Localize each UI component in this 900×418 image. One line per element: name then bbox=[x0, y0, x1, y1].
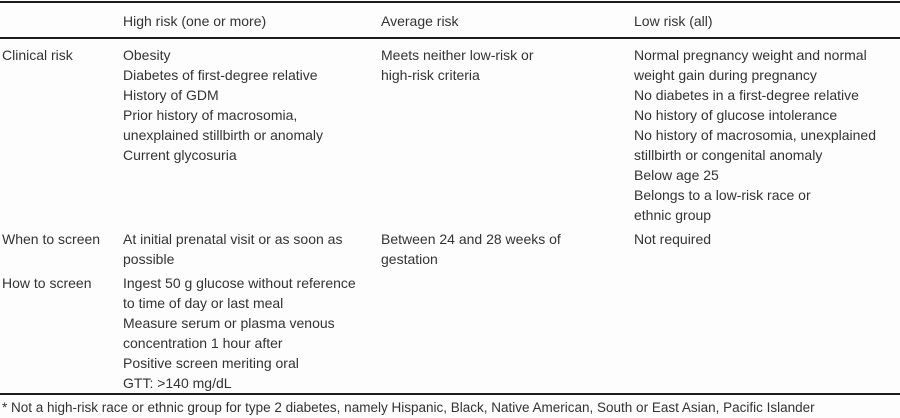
column-header-low-risk: Low risk (all) bbox=[634, 13, 713, 29]
table-body: Clinical risk Obesity Diabetes of first-… bbox=[0, 39, 900, 395]
row-label-clinical-risk: Clinical risk bbox=[2, 47, 73, 63]
row-label-when-to-screen: When to screen bbox=[2, 231, 101, 247]
table-row-how-to-screen: How to screen Ingest 50 g glucose withou… bbox=[0, 269, 900, 393]
cell-when-to-screen-average: Between 24 and 28 weeks of gestation bbox=[381, 231, 561, 267]
cell-when-to-screen-high: At initial prenatal visit or as soon as … bbox=[123, 231, 343, 267]
table-footnote: * Not a high-risk race or ethnic group f… bbox=[2, 400, 815, 415]
cell-clinical-risk-low: Normal pregnancy weight and normal weigh… bbox=[634, 47, 877, 223]
cell-how-to-screen-low bbox=[634, 269, 900, 393]
column-header-empty bbox=[2, 3, 123, 37]
cell-clinical-risk-high: Obesity Diabetes of first-degree relativ… bbox=[123, 47, 323, 163]
cell-when-to-screen-low: Not required bbox=[634, 231, 712, 247]
row-label-how-to-screen: How to screen bbox=[2, 275, 92, 291]
cell-how-to-screen-high: Ingest 50 g glucose without reference to… bbox=[123, 275, 356, 391]
column-header-high-risk: High risk (one or more) bbox=[123, 13, 267, 29]
cell-how-to-screen-average bbox=[381, 269, 634, 393]
column-header-average-risk: Average risk bbox=[381, 13, 459, 29]
table-row-when-to-screen: When to screen At initial prenatal visit… bbox=[0, 225, 900, 269]
cell-clinical-risk-average: Meets neither low-risk or high-risk crit… bbox=[381, 47, 534, 83]
table-header-row: High risk (one or more) Average risk Low… bbox=[0, 3, 900, 39]
table-row-clinical-risk: Clinical risk Obesity Diabetes of first-… bbox=[0, 39, 900, 225]
